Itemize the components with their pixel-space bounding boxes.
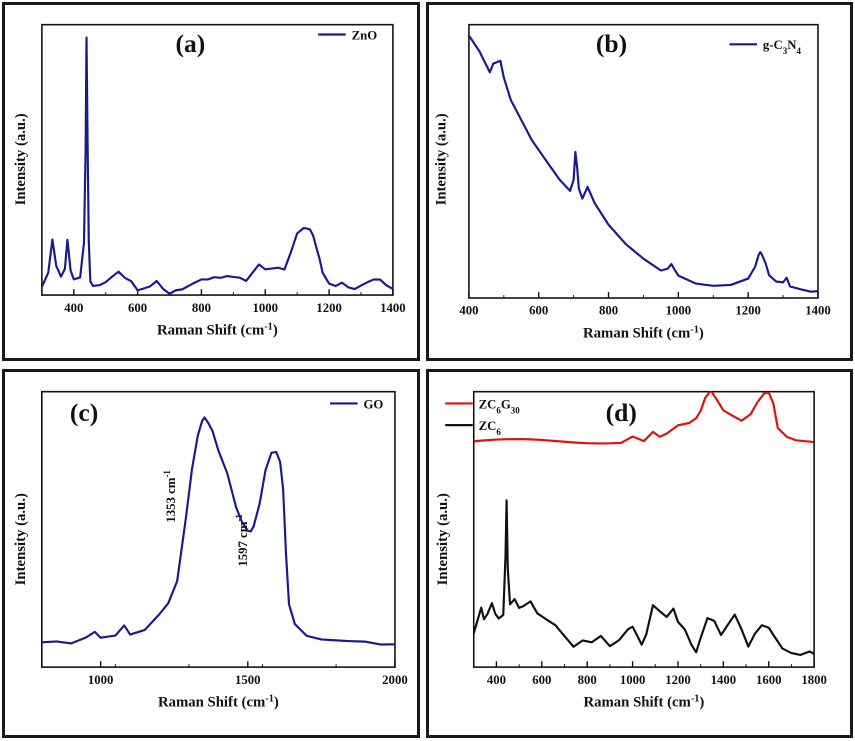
- panel-c: 1000 1500 2000 Raman Shift (cm-1) Intensity …: [2, 369, 420, 738]
- x-tick-label: 600: [532, 673, 551, 687]
- series-line-1: [468, 34, 818, 293]
- x-tick-label: 1000: [666, 304, 692, 318]
- x-tick-label: 400: [487, 673, 506, 687]
- panel-label: (d): [606, 398, 637, 427]
- panel-d: 400 600 800 1000 1200 1400 1600 1800 Raman Shift…: [426, 369, 853, 738]
- plot-frame: [41, 23, 394, 296]
- x-tick-label: 800: [192, 301, 211, 315]
- chart-b: 400 600 800 1000 1200 1400 Raman Shift (cm-1) I…: [433, 23, 831, 341]
- panel-b: 400 600 800 1000 1200 1400 Raman Shift (cm-1) I…: [426, 2, 853, 361]
- x-tick-label: 1000: [620, 673, 646, 687]
- x-tick-label: 400: [459, 304, 478, 318]
- series-line-1: [41, 416, 395, 646]
- legend-label: ZC6G30: [479, 397, 521, 415]
- y-axis-title: Intensity (a.u.): [13, 113, 29, 205]
- series-line-1: [41, 36, 393, 295]
- plot-frame: [468, 23, 819, 299]
- peak-annotation: 1353 cm-1: [162, 470, 178, 522]
- plot-frame: [472, 390, 815, 668]
- x-axis-title: Raman Shift (cm-1): [583, 324, 704, 341]
- panel-label: (a): [175, 29, 205, 58]
- x-tick-label: 1600: [756, 673, 782, 687]
- x-tick-label: 1000: [88, 673, 114, 687]
- legend-label: ZC6: [479, 419, 502, 437]
- x-axis-title: Raman Shift (cm-1): [158, 693, 279, 711]
- series-line-1: [473, 391, 815, 445]
- x-tick-label: 1400: [380, 301, 406, 315]
- x-tick-label: 1000: [252, 301, 278, 315]
- legend-label: ZnO: [352, 28, 378, 42]
- x-axis-title: Raman Shift (cm-1): [157, 321, 278, 338]
- legend-label: g-C3N4: [763, 38, 802, 56]
- x-tick-label: 600: [529, 304, 548, 318]
- x-tick-label: 1200: [316, 301, 342, 315]
- x-tick-label: 1500: [235, 673, 261, 687]
- peak-annotation: 1597 cm-1: [234, 514, 250, 566]
- y-axis-title: Intensity (a.u.): [435, 493, 451, 585]
- panel-label: (b): [596, 29, 627, 58]
- legend-label: GO: [363, 397, 383, 411]
- plot-frame: [41, 390, 396, 668]
- chart-a: 400 600 800 1000 1200 1400 Raman Shift (cm-1) I…: [13, 23, 406, 338]
- panel-label: (c): [70, 398, 98, 427]
- x-tick-label: 1400: [711, 673, 737, 687]
- x-tick-label: 1800: [801, 673, 827, 687]
- y-axis-title: Intensity (a.u.): [433, 113, 449, 205]
- x-tick-label: 600: [128, 301, 147, 315]
- series-line-2: [473, 499, 815, 657]
- y-axis-title: Intensity (a.u.): [13, 493, 29, 585]
- x-tick-label: 2000: [382, 673, 408, 687]
- x-tick-label: 800: [578, 673, 597, 687]
- chart-c: 1000 1500 2000 Raman Shift (cm-1) Intensity …: [13, 390, 408, 711]
- x-tick-label: 1400: [805, 304, 831, 318]
- x-tick-label: 1200: [665, 673, 691, 687]
- x-axis-title: Raman Shift (cm-1): [583, 693, 704, 711]
- x-tick-label: 800: [599, 304, 618, 318]
- x-tick-label: 1200: [735, 304, 761, 318]
- chart-d: 400 600 800 1000 1200 1400 1600 1800 Raman Shift…: [435, 390, 827, 711]
- panel-a: 400 600 800 1000 1200 1400 Raman Shift (cm-1) I…: [2, 2, 420, 361]
- x-tick-label: 400: [64, 301, 83, 315]
